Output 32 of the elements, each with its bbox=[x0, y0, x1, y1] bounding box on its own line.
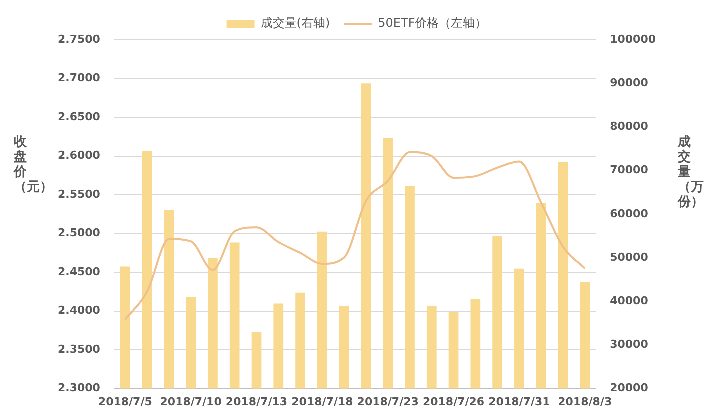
y-tick-label: 2.5500 bbox=[58, 188, 101, 201]
x-tick-label: 2018/7/5 bbox=[98, 395, 152, 408]
y-tick-label: 2.3000 bbox=[58, 382, 101, 395]
y2-tick-label: 70000 bbox=[610, 164, 649, 177]
x-tick-label: 2018/8/3 bbox=[558, 395, 612, 408]
y-tick-label: 2.3500 bbox=[58, 342, 101, 356]
y2-tick-label: 80000 bbox=[610, 120, 649, 134]
y-axis-title: 收盘价（元） bbox=[14, 135, 53, 195]
x-tick-label: 2018/7/31 bbox=[488, 395, 550, 408]
y2-tick-label: 30000 bbox=[610, 338, 649, 352]
x-tick-label: 2018/7/23 bbox=[357, 395, 419, 408]
x-tick-label: 2018/7/10 bbox=[160, 395, 222, 408]
x-tick-label: 2018/7/26 bbox=[422, 395, 485, 408]
y-tick-label: 2.4500 bbox=[58, 265, 101, 278]
y2-tick-label: 40000 bbox=[610, 294, 649, 308]
legend-label: 50ETF价格（左轴） bbox=[378, 16, 488, 30]
y2-tick-label: 90000 bbox=[610, 76, 649, 90]
line-series bbox=[124, 151, 586, 321]
y2-tick-label: 100000 bbox=[610, 32, 656, 46]
y-tick-label: 2.7500 bbox=[58, 32, 101, 46]
y2-tick-label: 20000 bbox=[610, 382, 649, 395]
y2-tick-label: 50000 bbox=[610, 250, 649, 264]
y-tick-label: 2.4000 bbox=[58, 304, 101, 318]
y-tick-label: 2.5000 bbox=[58, 226, 101, 240]
x-tick-label: 2018/7/18 bbox=[292, 395, 354, 408]
y-tick-label: 2.6000 bbox=[58, 149, 101, 162]
y2-axis-title: 成交量（万份） bbox=[678, 135, 704, 210]
x-tick-label: 2018/7/13 bbox=[226, 395, 288, 408]
y-tick-label: 2.6500 bbox=[58, 110, 101, 124]
legend-label: 成交量(右轴) bbox=[260, 16, 330, 30]
y2-tick-label: 60000 bbox=[610, 207, 649, 220]
y-tick-label: 2.7000 bbox=[58, 72, 101, 85]
